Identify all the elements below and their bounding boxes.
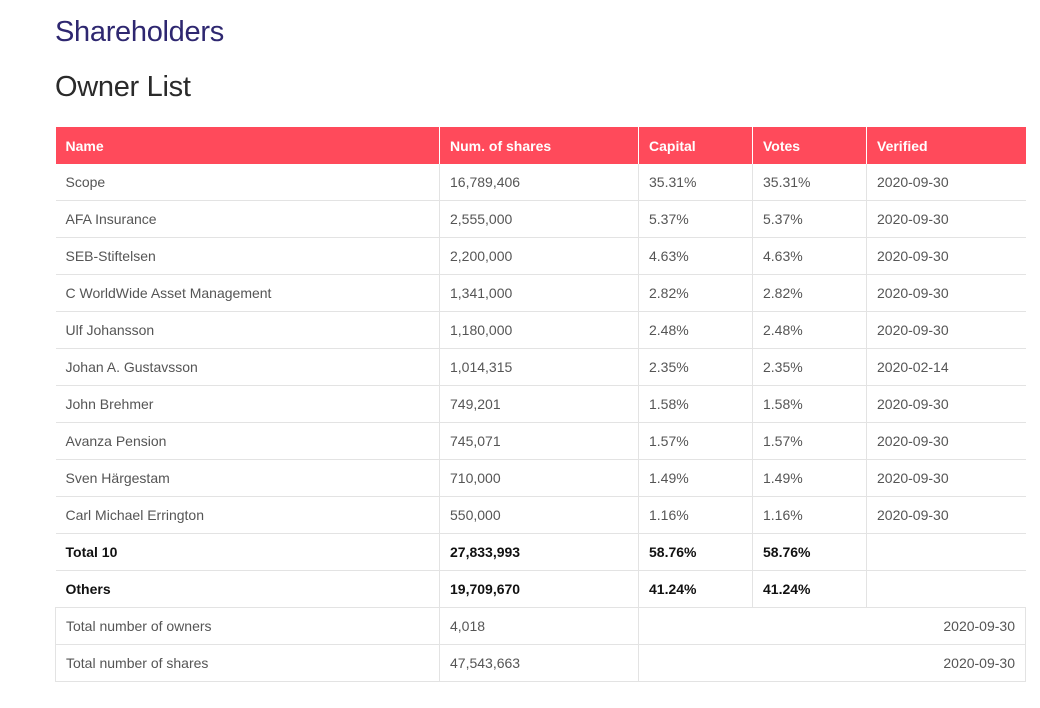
table-row: John Brehmer 749,201 1.58% 1.58% 2020-09… <box>55 385 1026 423</box>
summary-label: Total 10 <box>55 533 440 571</box>
owner-votes: 5.37% <box>752 200 867 238</box>
owner-verified: 2020-09-30 <box>866 200 1026 238</box>
column-header-shares[interactable]: Num. of shares <box>439 127 639 164</box>
owner-votes: 2.35% <box>752 348 867 386</box>
owner-shares: 550,000 <box>439 496 639 534</box>
owner-capital: 2.48% <box>638 311 753 349</box>
table-row: SEB-Stiftelsen 2,200,000 4.63% 4.63% 202… <box>55 237 1026 275</box>
table-row: AFA Insurance 2,555,000 5.37% 5.37% 2020… <box>55 200 1026 238</box>
owner-votes: 2.48% <box>752 311 867 349</box>
summary-shares: 27,833,993 <box>439 533 639 571</box>
table-row: Sven Härgestam 710,000 1.49% 1.49% 2020-… <box>55 459 1026 497</box>
footer-label: Total number of owners <box>55 607 440 645</box>
owner-votes: 2.82% <box>752 274 867 312</box>
footer-date: 2020-09-30 <box>638 644 1026 682</box>
owner-verified: 2020-09-30 <box>877 174 949 190</box>
section-title: Owner List <box>55 71 191 103</box>
owner-shares: 745,071 <box>439 422 639 460</box>
owner-list-table: Name Num. of shares Capital Votes Verifi… <box>55 127 1026 682</box>
owner-votes: 1.49% <box>752 459 867 497</box>
table-row: Scope 16,789,406 35.31% 35.31% 2020-09-3… <box>55 164 1026 201</box>
table-header-row: Name Num. of shares Capital Votes Verifi… <box>55 127 1026 164</box>
owner-name: C WorldWide Asset Management <box>55 274 440 312</box>
footer-value: 4,018 <box>439 607 639 645</box>
table-row: C WorldWide Asset Management 1,341,000 2… <box>55 274 1026 312</box>
owner-votes: 1.58% <box>752 385 867 423</box>
summary-shares: 19,709,670 <box>439 570 639 608</box>
owner-shares: 710,000 <box>439 459 639 497</box>
owner-shares: 1,180,000 <box>439 311 639 349</box>
owner-shares: 2,555,000 <box>439 200 639 238</box>
owner-shares: 16,789,406 <box>439 164 639 201</box>
owner-verified: 2020-09-30 <box>866 422 1026 460</box>
owner-capital: 5.37% <box>638 200 753 238</box>
table-row: Johan A. Gustavsson 1,014,315 2.35% 2.35… <box>55 348 1026 386</box>
footer-row-total-shares: Total number of shares 47,543,663 2020-0… <box>55 644 1026 682</box>
summary-capital: 58.76% <box>638 533 753 571</box>
summary-label: Others <box>55 570 440 608</box>
owner-name: John Brehmer <box>55 385 440 423</box>
owner-verified: 2020-09-30 <box>866 311 1026 349</box>
owner-name: Avanza Pension <box>55 422 440 460</box>
owner-capital: 4.63% <box>638 237 753 275</box>
owner-capital: 35.31% <box>638 164 753 201</box>
owner-name: Scope <box>55 164 440 201</box>
owner-name: Sven Härgestam <box>55 459 440 497</box>
owner-votes: 35.31% <box>752 164 867 201</box>
summary-row-total-10: Total 10 27,833,993 58.76% 58.76% <box>55 533 1026 571</box>
owner-verified: 2020-09-30 <box>866 496 1026 534</box>
owner-verified: 2020-09-30 <box>866 274 1026 312</box>
table-row: Carl Michael Errington 550,000 1.16% 1.1… <box>55 496 1026 534</box>
owner-capital: 1.49% <box>638 459 753 497</box>
owner-votes: 4.63% <box>752 237 867 275</box>
owner-shares: 2,200,000 <box>439 237 639 275</box>
summary-capital: 41.24% <box>638 570 753 608</box>
owner-votes: 1.16% <box>752 496 867 534</box>
summary-verified-empty <box>866 533 1026 571</box>
footer-label: Total number of shares <box>55 644 440 682</box>
summary-verified-empty <box>866 570 1026 608</box>
owner-shares: 749,201 <box>439 385 639 423</box>
owner-votes: 1.57% <box>752 422 867 460</box>
owner-verified: 2020-02-14 <box>866 348 1026 386</box>
owner-capital: 2.82% <box>638 274 753 312</box>
column-header-name[interactable]: Name <box>55 127 440 164</box>
page-title: Shareholders <box>55 16 224 48</box>
owner-verified: 2020-09-30 <box>866 237 1026 275</box>
owner-capital: 1.58% <box>638 385 753 423</box>
column-header-verified[interactable]: Verified <box>866 127 1026 164</box>
owner-verified: 2020-09-30 <box>866 459 1026 497</box>
owner-shares: 1,341,000 <box>439 274 639 312</box>
owner-verified: 2020-09-30 <box>866 385 1026 423</box>
owner-name: Johan A. Gustavsson <box>55 348 440 386</box>
footer-date: 2020-09-30 <box>638 607 1026 645</box>
column-header-votes[interactable]: Votes <box>752 127 867 164</box>
summary-votes: 41.24% <box>752 570 867 608</box>
owner-capital: 1.16% <box>638 496 753 534</box>
owner-name: AFA Insurance <box>55 200 440 238</box>
table-row: Ulf Johansson 1,180,000 2.48% 2.48% 2020… <box>55 311 1026 349</box>
table-row: Avanza Pension 745,071 1.57% 1.57% 2020-… <box>55 422 1026 460</box>
owner-shares: 1,014,315 <box>439 348 639 386</box>
owner-name: Carl Michael Errington <box>55 496 440 534</box>
summary-row-others: Others 19,709,670 41.24% 41.24% <box>55 570 1026 608</box>
footer-row-total-owners: Total number of owners 4,018 2020-09-30 <box>55 607 1026 645</box>
owner-capital: 1.57% <box>638 422 753 460</box>
owner-capital: 2.35% <box>638 348 753 386</box>
column-header-capital[interactable]: Capital <box>638 127 753 164</box>
owner-name: SEB-Stiftelsen <box>55 237 440 275</box>
owner-name: Ulf Johansson <box>55 311 440 349</box>
footer-value: 47,543,663 <box>439 644 639 682</box>
summary-votes: 58.76% <box>752 533 867 571</box>
